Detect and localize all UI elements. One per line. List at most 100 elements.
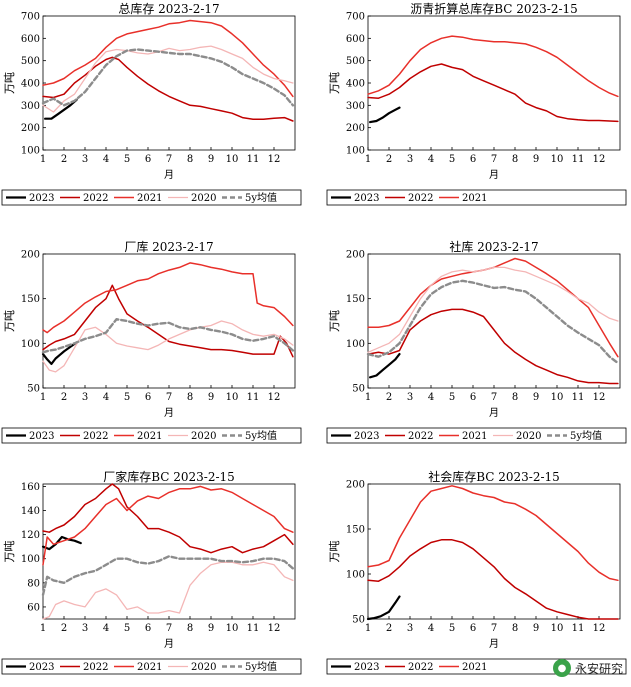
legend-label: 2023 — [354, 662, 379, 673]
x-tick-label: 5 — [124, 623, 130, 634]
x-axis-label: 月 — [489, 407, 499, 419]
x-tick-label: 8 — [512, 392, 518, 403]
y-axis-label: 万吨 — [3, 72, 16, 94]
x-tick-label: 3 — [82, 623, 88, 634]
y-tick-label: 200 — [21, 123, 40, 134]
x-tick-label: 3 — [407, 392, 413, 403]
x-tick-label: 6 — [145, 623, 151, 634]
x-tick-label: 3 — [407, 623, 413, 634]
x-tick-label: 12 — [593, 154, 606, 165]
series-line-2023 — [368, 352, 401, 379]
chart-panel: 总库存 2023-2-17 100 200 300 400 500 600 700 1 2 3 4 5 6… — [0, 0, 305, 210]
y-tick-label: 600 — [21, 34, 40, 45]
x-tick-label: 12 — [593, 392, 606, 403]
y-axis-label: 万吨 — [3, 541, 16, 563]
x-tick-label: 9 — [208, 623, 214, 634]
x-tick-label: 4 — [103, 623, 109, 634]
x-tick-label: 6 — [470, 623, 476, 634]
x-tick-label: 10 — [226, 154, 239, 165]
x-tick-label: 1 — [365, 154, 371, 165]
y-axis-label: 万吨 — [328, 541, 341, 563]
x-tick-label: 1 — [365, 623, 371, 634]
series-line-2022 — [367, 63, 619, 123]
series-line-2020 — [42, 561, 294, 620]
y-tick-label: 300 — [21, 101, 40, 112]
x-tick-label: 11 — [572, 154, 585, 165]
legend-label: 2020 — [191, 193, 216, 204]
legend-label: 2023 — [29, 431, 54, 442]
legend-label: 2021 — [462, 662, 487, 673]
legend-label: 2022 — [408, 193, 433, 204]
legend-box — [326, 658, 627, 675]
x-tick-label: 4 — [428, 392, 434, 403]
y-tick-label: 150 — [346, 294, 365, 305]
series-line-2023 — [43, 98, 78, 120]
legend-box — [326, 189, 627, 206]
legend-label: 5y均值 — [245, 429, 277, 442]
y-tick-label: 50 — [352, 615, 365, 626]
chart-title: 厂家库存BC 2023-2-15 — [103, 469, 235, 484]
y-tick-label: 600 — [346, 34, 365, 45]
x-tick-label: 2 — [61, 392, 67, 403]
x-axis-label: 月 — [164, 169, 174, 181]
series-line-2022 — [42, 284, 294, 358]
legend-label: 2022 — [83, 193, 108, 204]
y-tick-label: 50 — [27, 384, 40, 395]
y-tick-label: 140 — [21, 506, 40, 517]
chart-panel: 厂库 2023-2-17 50 100 150 200 1 2 3 4 5 6 7 8 9 10 11 12 月万… — [0, 238, 305, 448]
x-tick-label: 5 — [124, 392, 130, 403]
chart-panel: 社会库存BC 2023-2-15 50 100 150 200 1 2 3 4 5 6 7 8 9 10 11… — [325, 468, 630, 683]
chart-title: 厂库 2023-2-17 — [124, 239, 213, 254]
legend-label: 2023 — [354, 431, 379, 442]
legend-label: 2020 — [191, 431, 216, 442]
series-line-5y均值 — [41, 555, 295, 597]
x-tick-label: 4 — [103, 154, 109, 165]
series-line-2021 — [367, 257, 619, 358]
x-tick-label: 2 — [386, 154, 392, 165]
plot-frame — [367, 483, 621, 620]
y-tick-label: 80 — [27, 578, 40, 589]
y-tick-label: 100 — [21, 554, 40, 565]
x-tick-label: 12 — [268, 154, 281, 165]
x-tick-label: 3 — [407, 154, 413, 165]
chart-title: 社库 2023-2-17 — [449, 239, 538, 254]
x-tick-label: 8 — [187, 154, 193, 165]
x-tick-label: 12 — [268, 392, 281, 403]
legend-label: 5y均值 — [245, 191, 277, 204]
plot-frame — [367, 253, 621, 389]
legend-label: 2022 — [83, 431, 108, 442]
x-tick-label: 9 — [208, 154, 214, 165]
line-chart: 沥青折算总库存BC 2023-2-15 100 200 300 400 500 600 700… — [326, 1, 627, 206]
x-tick-label: 2 — [386, 392, 392, 403]
legend-label: 2021 — [462, 193, 487, 204]
legend-label: 2020 — [516, 431, 541, 442]
series-line-2023 — [41, 341, 78, 366]
legend-box — [1, 427, 302, 444]
chart-panel: 社库 2023-2-17 50 100 150 200 1 2 3 4 5 6 7 8 9 10 11 12 月万… — [325, 238, 630, 448]
series-line-5y均值 — [41, 48, 295, 107]
x-tick-label: 2 — [386, 623, 392, 634]
x-tick-label: 9 — [533, 154, 539, 165]
y-tick-label: 100 — [346, 570, 365, 581]
legend-box — [326, 427, 627, 444]
x-tick-label: 5 — [449, 623, 455, 634]
x-tick-label: 11 — [572, 392, 585, 403]
y-tick-label: 200 — [346, 123, 365, 134]
x-tick-label: 6 — [145, 154, 151, 165]
series-line-2020 — [42, 320, 294, 373]
x-tick-label: 8 — [512, 623, 518, 634]
series-line-2022 — [367, 308, 619, 385]
legend-box — [1, 189, 302, 206]
legend-label: 2021 — [137, 431, 162, 442]
x-tick-label: 7 — [166, 154, 172, 165]
x-axis-label: 月 — [164, 638, 174, 650]
x-tick-label: 10 — [551, 154, 564, 165]
legend-label: 2023 — [29, 193, 54, 204]
y-tick-label: 150 — [21, 294, 40, 305]
x-tick-label: 2 — [61, 154, 67, 165]
series-line-2021 — [367, 485, 619, 582]
